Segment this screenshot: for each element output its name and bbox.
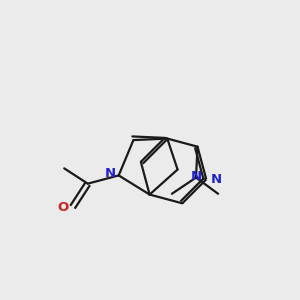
Text: N: N	[105, 167, 116, 180]
Text: N: N	[211, 173, 222, 186]
Text: O: O	[58, 201, 69, 214]
Text: N: N	[190, 169, 202, 183]
